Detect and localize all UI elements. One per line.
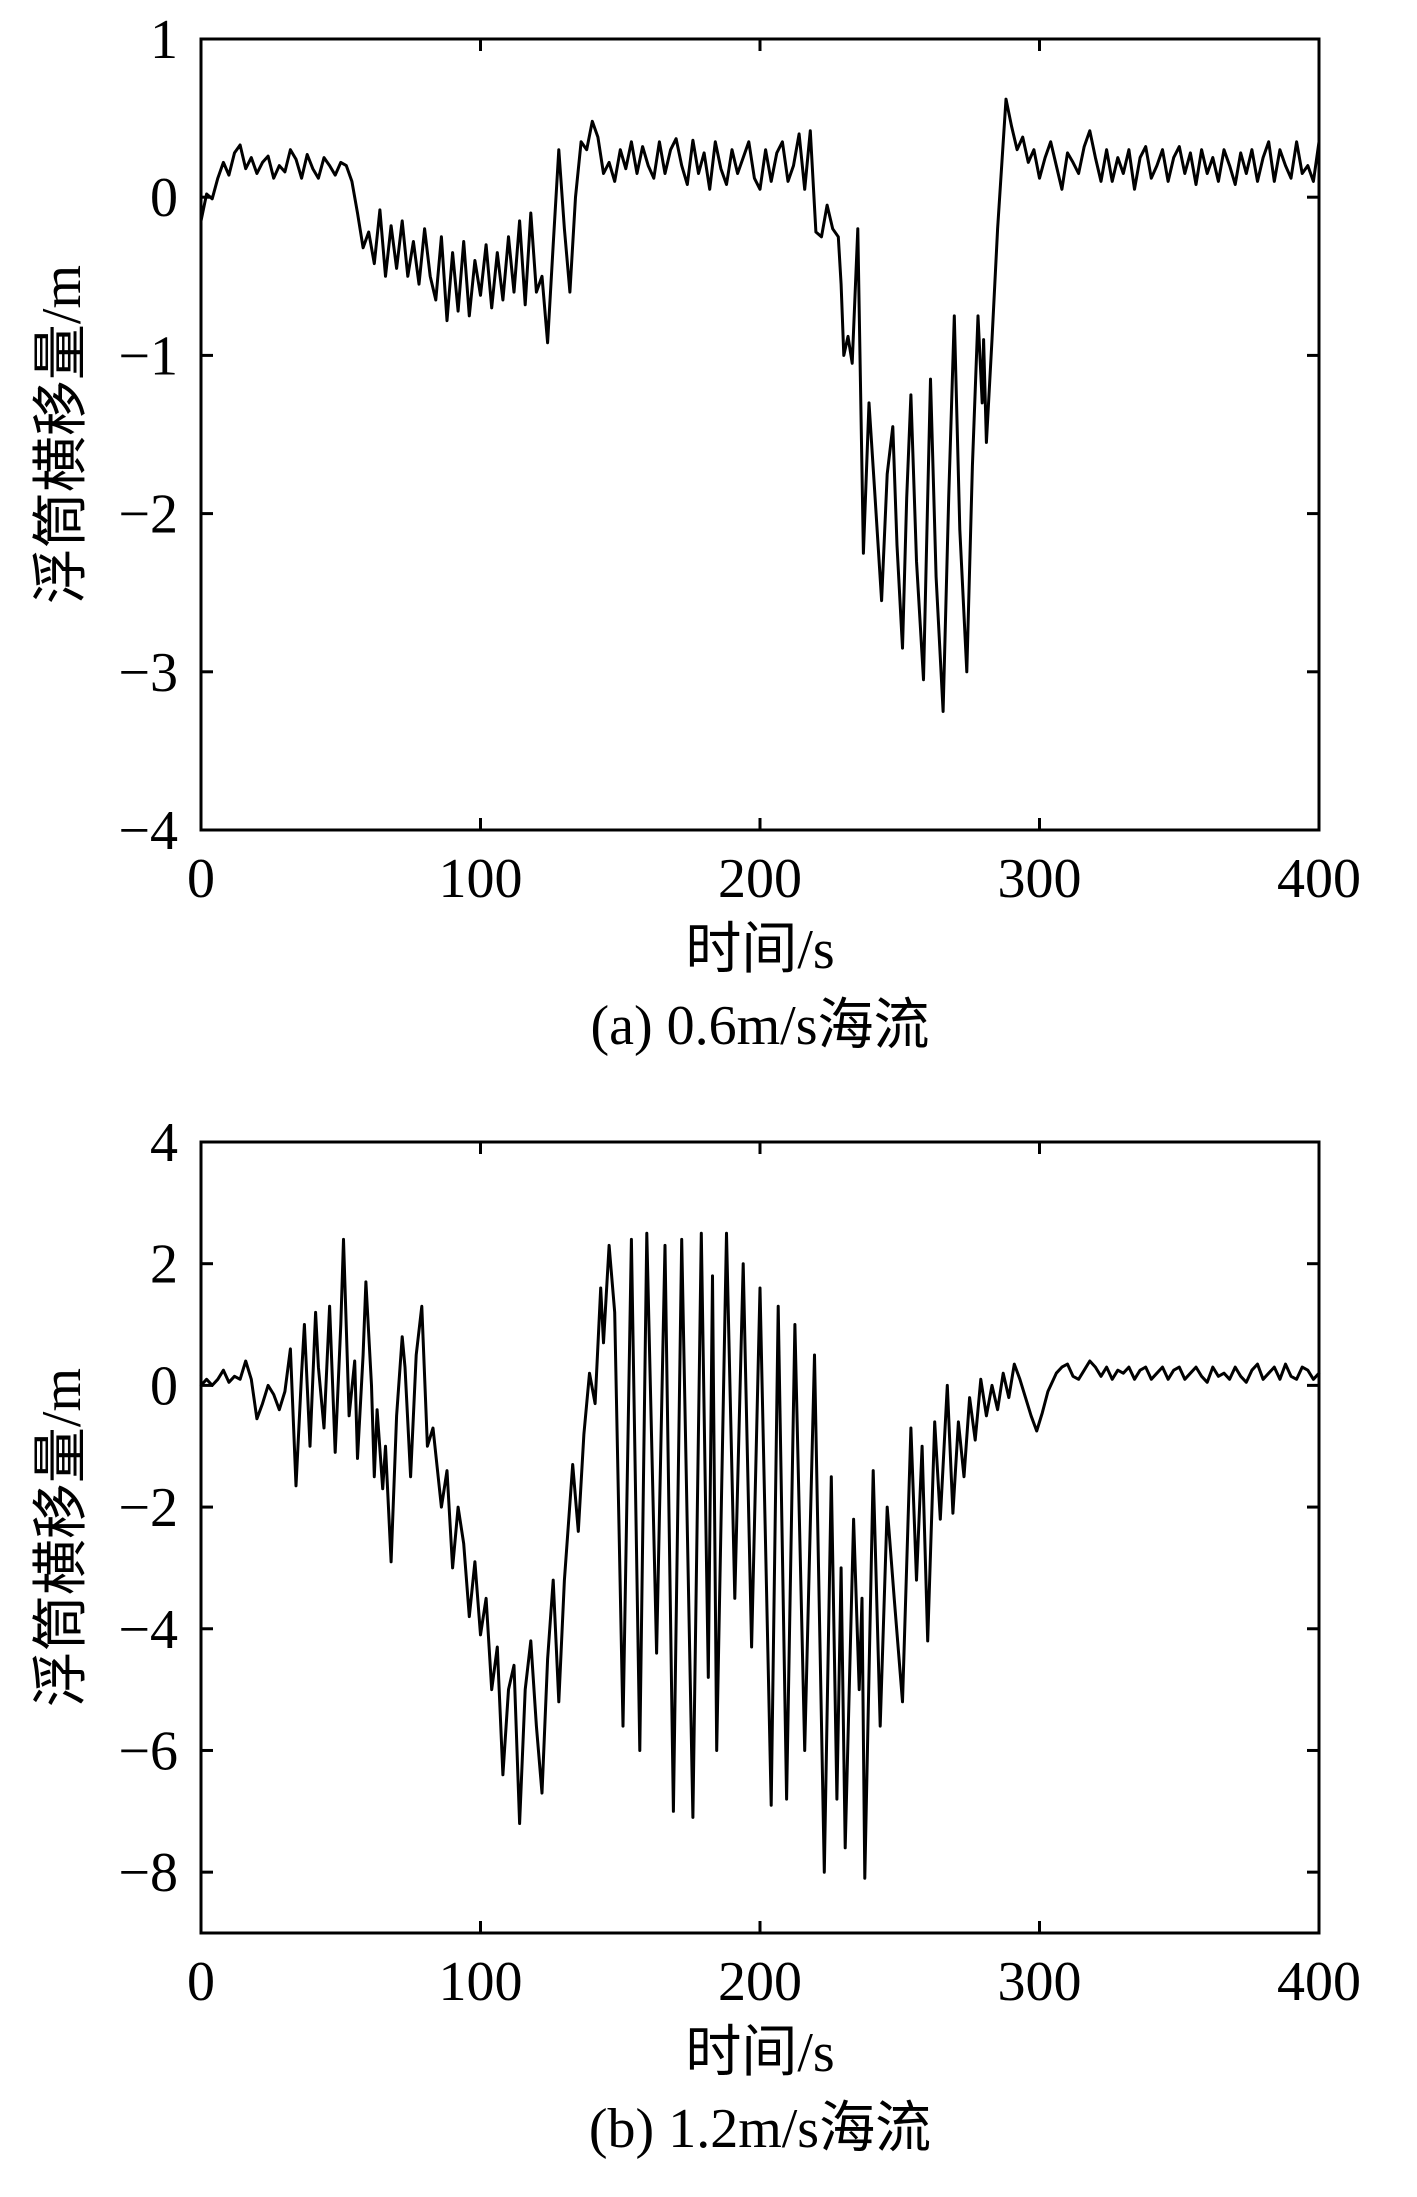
x-tick-label: 300 bbox=[998, 848, 1082, 910]
x-tick-label: 100 bbox=[439, 848, 523, 910]
y-tick-label: −2 bbox=[118, 1477, 178, 1539]
y-tick-label: 0 bbox=[150, 167, 178, 229]
y-axis-label: 浮筒横移量/m bbox=[31, 1368, 93, 1707]
x-tick-label: 100 bbox=[439, 1951, 523, 2013]
x-axis-label: 时间/s bbox=[685, 2022, 834, 2084]
axes-frame bbox=[199, 37, 1321, 832]
y-tick-label: −1 bbox=[118, 325, 178, 387]
chart-caption: (a) 0.6m/s海流 bbox=[590, 995, 929, 1057]
chart-caption: (b) 1.2m/s海流 bbox=[589, 2098, 931, 2160]
x-tick-label: 400 bbox=[1277, 848, 1361, 910]
chart-a: 0 100 200 300 400 1 0 −1 −2 −3 −4 时间/s 浮筒横移量/m (a)… bbox=[31, 9, 1361, 1057]
series-line bbox=[199, 1231, 1321, 1880]
x-tick-label: 200 bbox=[718, 848, 802, 910]
x-tick-label: 400 bbox=[1277, 1951, 1361, 2013]
y-tick-label: 1 bbox=[150, 9, 178, 71]
y-axis-label: 浮筒横移量/m bbox=[31, 265, 93, 604]
y-tick-label: 2 bbox=[150, 1234, 178, 1296]
x-tick-label: 200 bbox=[718, 1951, 802, 2013]
x-tick-label: 0 bbox=[187, 1951, 215, 2013]
y-tick-label: −4 bbox=[118, 800, 178, 862]
axes-frame bbox=[199, 1140, 1321, 1935]
y-tick-label: 0 bbox=[150, 1355, 178, 1417]
plot-area bbox=[199, 97, 1321, 713]
series-line bbox=[199, 97, 1321, 713]
axis-ticks: 0 100 200 300 400 4 2 0 −2 −4 −6 −8 bbox=[118, 1112, 1361, 2013]
plot-area bbox=[199, 1231, 1321, 1880]
y-tick-label: −3 bbox=[118, 642, 178, 704]
x-tick-label: 0 bbox=[187, 848, 215, 910]
x-tick-label: 300 bbox=[998, 1951, 1082, 2013]
y-tick-label: −4 bbox=[118, 1599, 178, 1661]
chart-b: 0 100 200 300 400 4 2 0 −2 −4 −6 −8 时间/s 浮筒横移量/m (b… bbox=[31, 1112, 1361, 2160]
x-axis-label: 时间/s bbox=[685, 919, 834, 981]
y-tick-label: −2 bbox=[118, 484, 178, 546]
y-tick-label: −8 bbox=[118, 1842, 178, 1904]
y-tick-label: 4 bbox=[150, 1112, 178, 1174]
axis-ticks: 0 100 200 300 400 1 0 −1 −2 −3 −4 bbox=[118, 9, 1361, 910]
y-tick-label: −6 bbox=[118, 1720, 178, 1782]
